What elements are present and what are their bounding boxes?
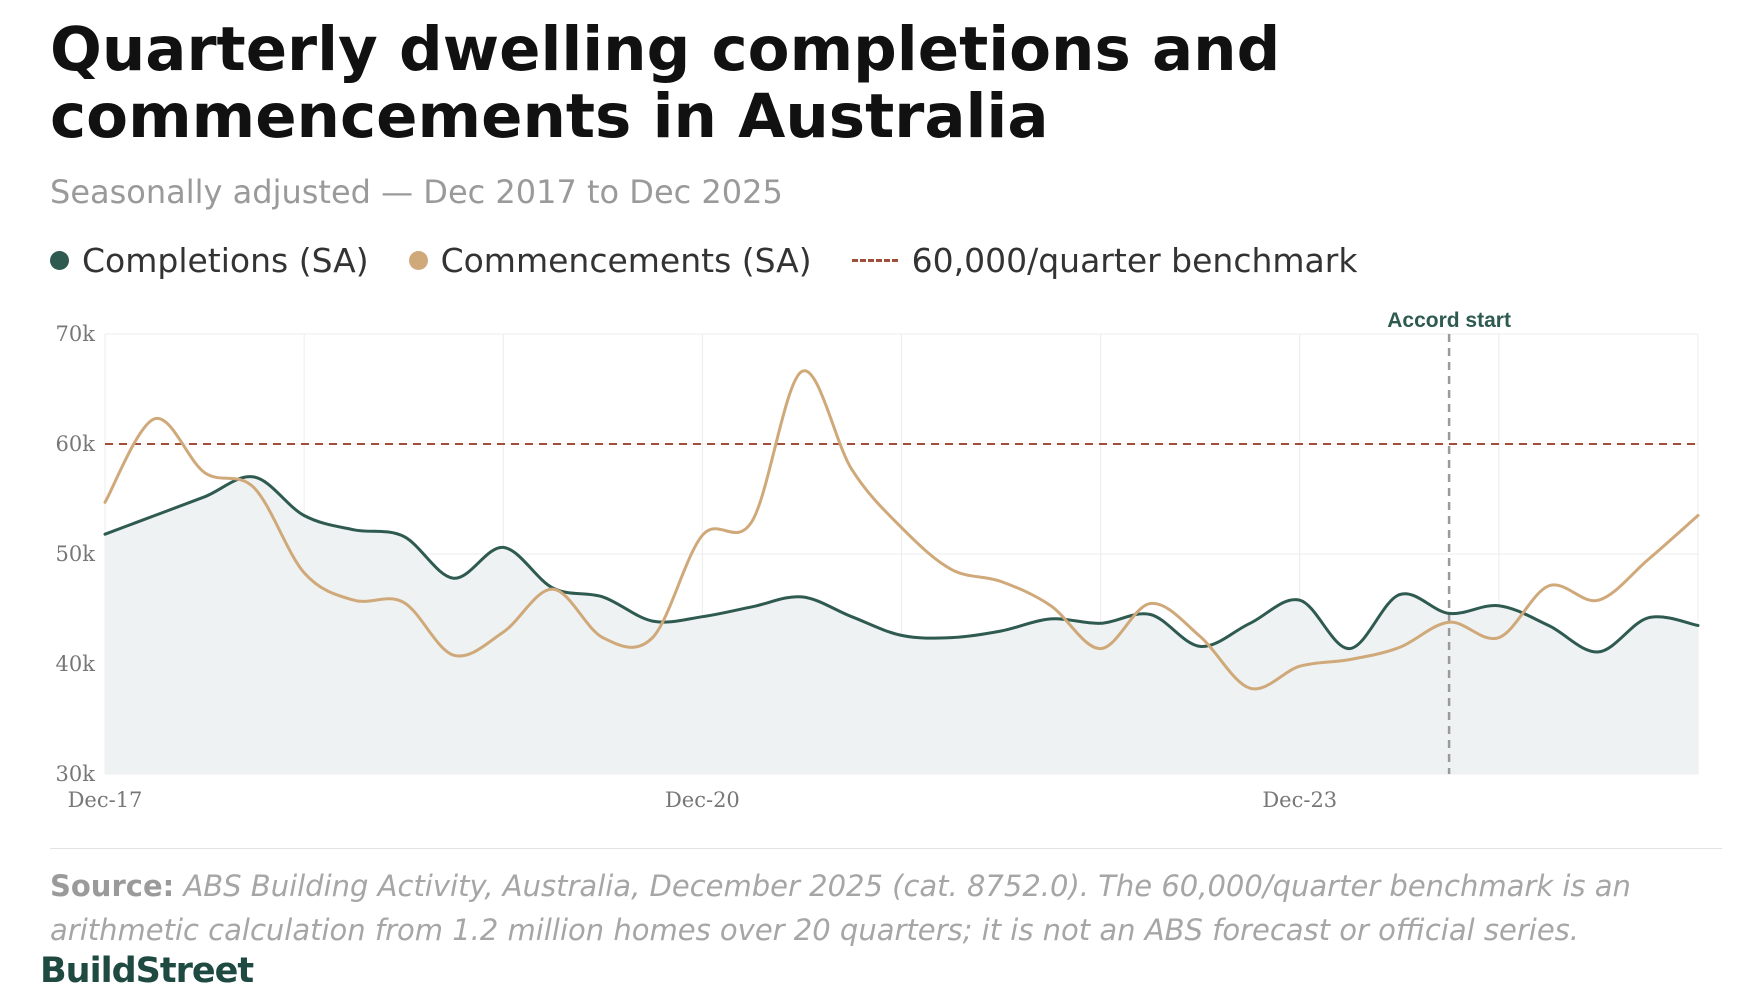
completions-line <box>103 475 1700 654</box>
commencements-swatch <box>408 250 428 270</box>
x-tick-label: Dec-20 <box>665 788 740 812</box>
reference-lines <box>105 334 1698 774</box>
source-label: Source: <box>50 869 175 903</box>
line-chart: 30k 40k 50k 60k 70k Dec-17 Dec-20 Dec-23 Accord … <box>56 309 1700 812</box>
y-tick-label: 40k <box>56 652 96 676</box>
legend-item-benchmark: 60,000/quarter benchmark <box>851 240 1358 280</box>
x-tick-label: Dec-23 <box>1262 788 1337 812</box>
benchmark-swatch <box>851 258 898 262</box>
legend-label-benchmark: 60,000/quarter benchmark <box>911 240 1358 280</box>
completions-area-layer <box>105 476 1698 774</box>
chart-legend: Completions (SA) Commencements (SA) 60,0… <box>50 238 1397 282</box>
y-tick-label: 70k <box>56 322 96 346</box>
commencements-line <box>103 369 1700 691</box>
y-tick-label: 30k <box>56 762 96 786</box>
brand-logo: BuildStreet <box>40 951 254 991</box>
axis-labels: 30k 40k 50k 60k 70k Dec-17 Dec-20 Dec-23 Accord … <box>56 309 1511 812</box>
completions-swatch <box>50 250 69 270</box>
chart-subtitle: Seasonally adjusted — Dec 2017 to Dec 20… <box>50 173 783 211</box>
legend-item-commencements: Commencements (SA) <box>408 240 812 280</box>
chart-title: Quarterly dwelling completions and comme… <box>50 14 1281 152</box>
source-text: ABS Building Activity, Australia, Decemb… <box>50 869 1631 947</box>
legend-item-completions: Completions (SA) <box>50 241 369 280</box>
y-tick-label: 50k <box>56 542 96 566</box>
y-tick-label: 60k <box>56 432 96 456</box>
source-note: Source: ABS Building Activity, Australia… <box>50 864 1730 952</box>
legend-label-completions: Completions (SA) <box>82 240 369 280</box>
x-tick-label: Dec-17 <box>68 788 143 812</box>
accord-start-label: Accord start <box>1387 309 1511 332</box>
completions-area <box>105 476 1698 774</box>
series-lines <box>103 369 1700 691</box>
footer-divider <box>50 848 1722 849</box>
legend-label-commencements: Commencements (SA) <box>440 240 812 280</box>
